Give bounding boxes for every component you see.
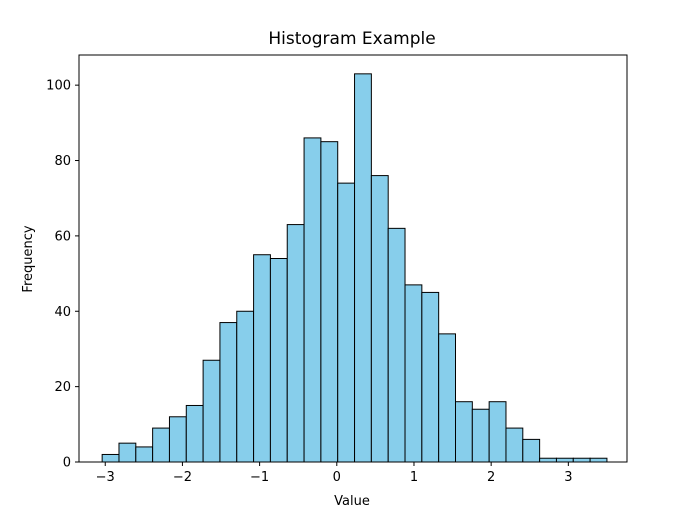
histogram-bar bbox=[101, 453, 120, 463]
histogram-bar bbox=[505, 427, 524, 463]
histogram-bar bbox=[269, 258, 288, 463]
bars-group bbox=[101, 73, 608, 463]
x-tick-label: 3 bbox=[564, 470, 572, 485]
histogram-bar bbox=[488, 401, 507, 463]
y-tick-label: 80 bbox=[54, 154, 71, 169]
histogram-bar bbox=[471, 408, 490, 463]
histogram-bar bbox=[354, 73, 372, 463]
plot-frame bbox=[78, 54, 628, 463]
histogram-bar bbox=[185, 404, 204, 463]
histogram-bar bbox=[303, 137, 322, 463]
histogram-bar bbox=[454, 401, 473, 463]
y-tick-label: 60 bbox=[54, 229, 71, 244]
chart-title: Histogram Example bbox=[268, 29, 435, 49]
histogram-bar bbox=[219, 322, 238, 463]
histogram-bar bbox=[152, 427, 170, 463]
histogram-bar bbox=[421, 291, 440, 463]
x-tick-label: −2 bbox=[173, 470, 192, 485]
histogram-bar bbox=[555, 457, 574, 463]
x-tick-label: 2 bbox=[487, 470, 495, 485]
histogram-bar bbox=[253, 254, 271, 463]
histogram-bar bbox=[286, 224, 305, 463]
histogram-bar bbox=[236, 310, 255, 463]
histogram-bar bbox=[572, 457, 591, 463]
y-tick-label: 100 bbox=[46, 79, 71, 94]
histogram-bar bbox=[320, 141, 339, 463]
histogram-bar bbox=[118, 442, 137, 463]
x-tick-label: −1 bbox=[250, 470, 269, 485]
x-axis-label: Value bbox=[334, 494, 370, 509]
histogram-bar bbox=[387, 227, 406, 463]
histogram-bar bbox=[337, 182, 356, 463]
x-tick-label: 1 bbox=[410, 470, 418, 485]
histogram-bar bbox=[539, 457, 557, 463]
y-tick-label: 20 bbox=[54, 380, 71, 395]
y-axis-label: Frequency bbox=[21, 225, 36, 292]
histogram-bar bbox=[202, 359, 221, 463]
y-axis: 0 20 40 60 80 100 bbox=[46, 79, 79, 471]
y-tick-label: 40 bbox=[54, 305, 71, 320]
y-tick-label: 0 bbox=[63, 456, 71, 471]
x-tick-label: −3 bbox=[96, 470, 115, 485]
histogram-bar bbox=[589, 457, 608, 463]
histogram-bar bbox=[135, 446, 154, 463]
histogram-bar bbox=[438, 333, 456, 463]
histogram-bar bbox=[370, 175, 389, 463]
x-axis: −3 −2 −1 0 1 2 3 bbox=[96, 462, 572, 485]
x-tick-label: 0 bbox=[333, 470, 341, 485]
histogram-bar bbox=[404, 284, 423, 463]
histogram-bar bbox=[522, 438, 541, 463]
histogram-bar bbox=[168, 416, 187, 463]
